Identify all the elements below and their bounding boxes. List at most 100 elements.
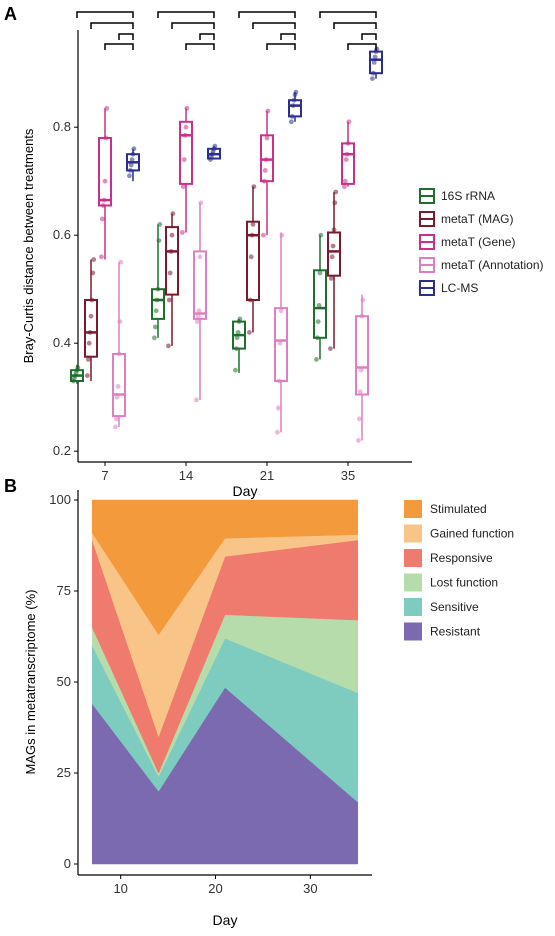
data-point xyxy=(237,316,243,322)
legend-swatch xyxy=(404,598,422,616)
data-point xyxy=(293,89,299,95)
box xyxy=(98,137,112,207)
y-tick-label: 0.4 xyxy=(53,335,71,350)
legend-label: metaT (MAG) xyxy=(441,212,513,226)
box xyxy=(84,299,98,358)
data-point xyxy=(356,416,362,422)
data-point xyxy=(212,143,218,149)
data-point xyxy=(346,119,352,125)
data-point xyxy=(342,184,347,190)
x-axis-title: Day xyxy=(213,912,238,928)
data-point xyxy=(195,313,201,319)
significance-bracket xyxy=(199,33,215,40)
data-point xyxy=(130,151,136,157)
box xyxy=(327,231,341,277)
data-point xyxy=(85,357,91,362)
data-point xyxy=(356,438,361,443)
data-point xyxy=(101,197,107,203)
data-point xyxy=(251,184,257,190)
data-point xyxy=(103,135,109,141)
data-point xyxy=(100,203,106,208)
legend-swatch xyxy=(404,500,422,518)
y-tick-label: 25 xyxy=(57,765,71,780)
data-point xyxy=(233,367,238,373)
box xyxy=(165,226,179,296)
data-point xyxy=(359,313,365,319)
data-point xyxy=(261,232,266,238)
legend-swatch xyxy=(404,573,422,592)
y-tick-label: 100 xyxy=(49,492,71,507)
data-point xyxy=(90,270,96,276)
data-point xyxy=(374,46,380,52)
data-point xyxy=(169,232,175,238)
data-point xyxy=(154,297,160,303)
x-tick-label: 7 xyxy=(101,468,108,483)
x-tick-label: 10 xyxy=(113,881,127,896)
data-point xyxy=(170,211,176,217)
significance-bracket xyxy=(333,22,377,29)
data-point xyxy=(275,429,280,435)
significance-bracket xyxy=(347,43,377,50)
data-point xyxy=(370,70,376,76)
data-point xyxy=(344,151,350,157)
legend-swatch xyxy=(404,549,422,567)
legend-label: metaT (Annotation) xyxy=(441,258,544,272)
panel-a-label: A xyxy=(4,4,17,24)
data-point xyxy=(248,254,254,260)
significance-bracket xyxy=(104,43,134,50)
data-point xyxy=(315,319,321,324)
data-point xyxy=(371,60,377,65)
data-point xyxy=(117,319,123,324)
y-tick-label: 0 xyxy=(64,856,71,871)
data-point xyxy=(118,259,124,265)
data-point xyxy=(330,243,336,249)
data-point xyxy=(166,343,171,349)
data-point xyxy=(168,249,174,254)
significance-bracket xyxy=(266,43,296,50)
data-point xyxy=(328,276,334,281)
data-point xyxy=(358,367,364,373)
x-tick-label: 14 xyxy=(179,468,193,483)
data-point xyxy=(343,157,349,163)
y-tick-label: 0.2 xyxy=(53,443,71,458)
data-point xyxy=(129,157,135,163)
data-point xyxy=(89,297,95,303)
data-point xyxy=(290,103,296,108)
data-point xyxy=(360,297,366,303)
data-point xyxy=(291,97,297,103)
data-point xyxy=(87,330,93,335)
data-point xyxy=(198,200,204,206)
data-point xyxy=(104,105,110,111)
data-point xyxy=(331,227,337,233)
data-point xyxy=(289,119,294,125)
legend-label: Lost function xyxy=(430,576,498,590)
data-point xyxy=(155,286,161,292)
data-point xyxy=(197,254,203,260)
data-point xyxy=(194,319,200,324)
data-point xyxy=(332,200,338,206)
data-point xyxy=(370,76,375,81)
data-point xyxy=(247,330,252,335)
legend-swatch xyxy=(404,622,422,641)
data-point xyxy=(194,397,199,403)
data-point xyxy=(180,184,186,190)
y-tick-label: 0.6 xyxy=(53,227,71,242)
data-point xyxy=(234,335,240,341)
data-point xyxy=(275,405,281,411)
data-point xyxy=(329,254,335,260)
data-point xyxy=(314,335,320,341)
area-stimulated xyxy=(91,499,359,636)
data-point xyxy=(342,178,348,184)
data-point xyxy=(167,270,173,276)
y-axis-title: Bray-Curtis distance between treatments xyxy=(21,128,36,363)
significance-bracket xyxy=(185,43,215,50)
data-point xyxy=(128,162,134,168)
y-tick-label: 0.8 xyxy=(53,119,71,134)
data-point xyxy=(182,132,188,138)
significance-bracket xyxy=(90,22,134,29)
panel-a-boxplot: 0.2 0.4 0.6 0.8 7 14 21 35 Day Bray-Curtis distan… xyxy=(21,11,544,499)
legend-label: LC-MS xyxy=(441,281,478,295)
legend-swatch xyxy=(404,524,422,543)
x-axis-title: Day xyxy=(233,483,258,499)
box xyxy=(193,250,207,320)
